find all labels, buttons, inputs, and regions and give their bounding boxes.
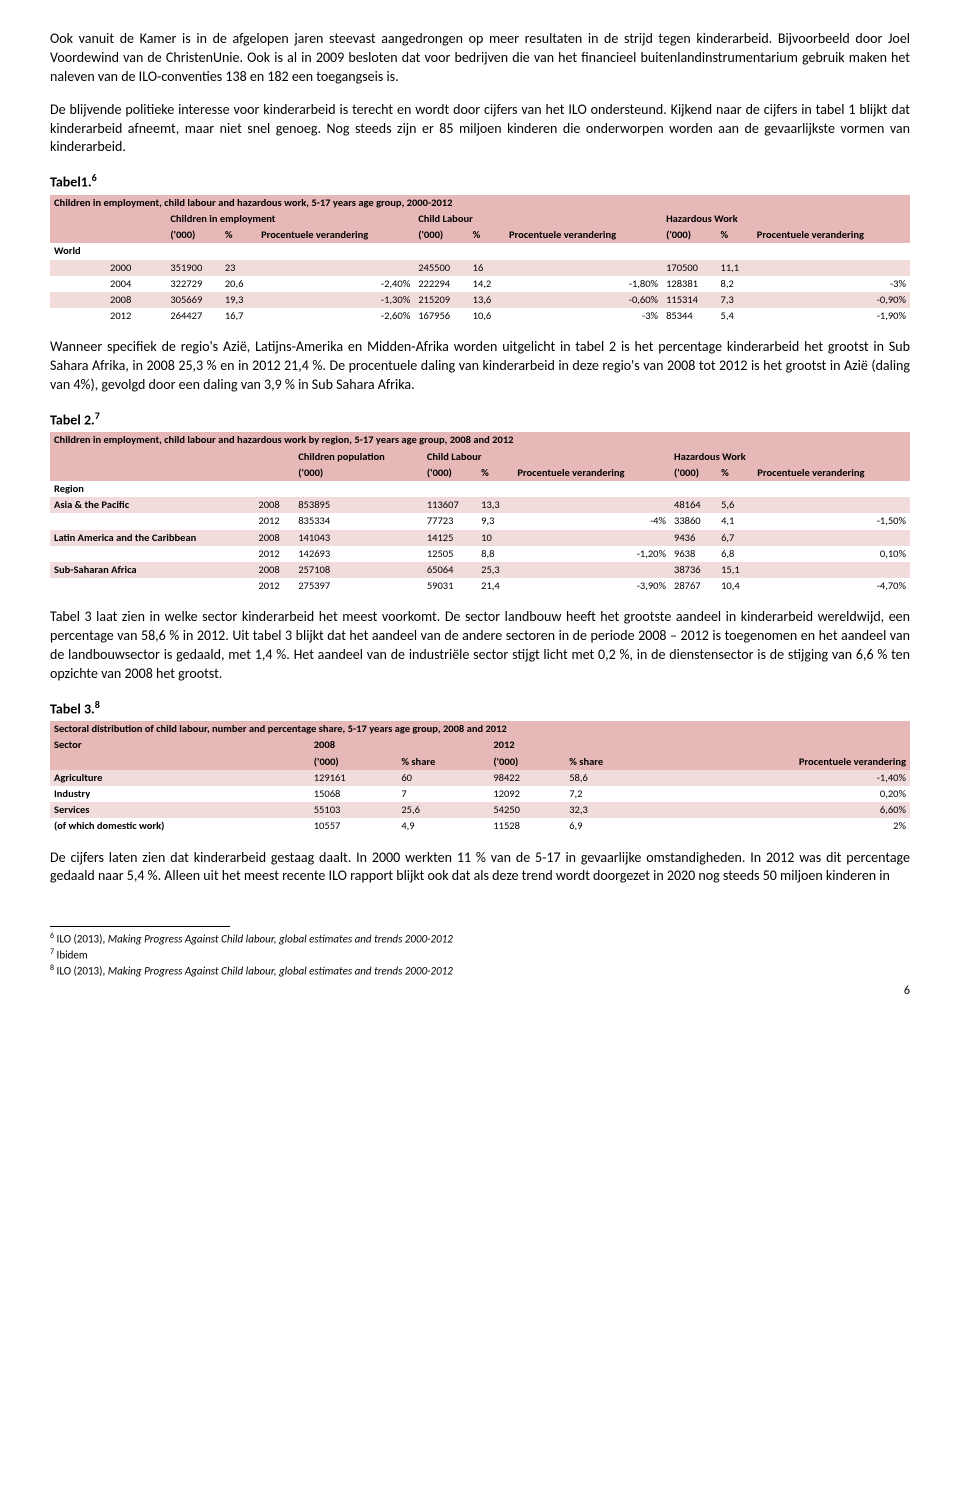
- t2-h-000b: ('000): [423, 465, 477, 481]
- fn8-i: Making Progress Against Child labour, gl…: [108, 965, 453, 978]
- t2-g1: Children population: [294, 449, 423, 465]
- table2-label: Tabel 2.7: [50, 409, 910, 431]
- table-2: Children in employment, child labour and…: [50, 432, 910, 594]
- page-number: 6: [50, 983, 910, 999]
- t2-h-000a: ('000): [294, 465, 423, 481]
- table1-label: Tabel1.6: [50, 171, 910, 193]
- t3-h-000b: ('000): [489, 754, 565, 770]
- t2-title: Children in employment, child labour and…: [50, 432, 910, 448]
- table-1: Children in employment, child labour and…: [50, 195, 910, 324]
- paragraph-1: Ook vanuit de Kamer is in de afgelopen j…: [50, 30, 910, 87]
- t2-g2: Child Labour: [423, 449, 670, 465]
- t1-h-000b: ('000): [414, 227, 468, 243]
- t1-h-pvc: Procentuele verandering: [753, 227, 910, 243]
- footnote-6: 6 ILO (2013), Making Progress Against Ch…: [50, 931, 910, 947]
- fn6-i: Making Progress Against Child labour, gl…: [108, 933, 453, 946]
- table-row: Sub-Saharan Africa20082571086506425,3387…: [50, 562, 910, 578]
- paragraph-2: De blijvende politieke interesse voor ki…: [50, 101, 910, 158]
- table-row: Agriculture129161609842258,6-1,40%: [50, 770, 910, 786]
- t1-h-pcta: %: [221, 227, 257, 243]
- t2-h-pvc: Procentuele verandering: [753, 465, 910, 481]
- table3-label-text: Tabel 3.: [50, 700, 95, 717]
- t1-title: Children in employment, child labour and…: [50, 195, 910, 211]
- paragraph-5: De cijfers laten zien dat kinderarbeid g…: [50, 849, 910, 887]
- t1-g1: Children in employment: [166, 211, 414, 227]
- t2-h-000c: ('000): [670, 465, 717, 481]
- t1-h-pctb: %: [469, 227, 505, 243]
- t2-h-pvb: Procentuele verandering: [513, 465, 670, 481]
- table-row: 2000351900232455001617050011,1: [50, 260, 910, 276]
- t3-h-shb: % share: [565, 754, 657, 770]
- table1-label-text: Tabel1.: [50, 174, 92, 191]
- t2-h-pctc: %: [717, 465, 753, 481]
- table3-label: Tabel 3.8: [50, 698, 910, 720]
- t3-h-000a: ('000): [310, 754, 398, 770]
- table-row: Asia & the Pacific200885389511360713,348…: [50, 497, 910, 513]
- fn8-a: ILO (2013),: [54, 965, 108, 978]
- t1-h-pctc: %: [717, 227, 753, 243]
- t3-y2012: 2012: [489, 737, 657, 753]
- t3-y2008: 2008: [310, 737, 490, 753]
- t3-sector: Sector: [50, 737, 310, 753]
- paragraph-4: Tabel 3 laat zien in welke sector kinder…: [50, 608, 910, 684]
- t1-h-pvb: Procentuele verandering: [505, 227, 662, 243]
- table-row: Services5510325,65425032,36,60%: [50, 802, 910, 818]
- table-row: 2012142693125058,8-1,20%96386,80,10%: [50, 546, 910, 562]
- t2-region: Region: [50, 481, 910, 497]
- table1-sup: 6: [92, 171, 97, 184]
- t2-h-pctb: %: [477, 465, 513, 481]
- t1-h-000c: ('000): [662, 227, 716, 243]
- table2-sup: 7: [95, 409, 100, 422]
- paragraph-3: Wanneer specifiek de regio's Azië, Latij…: [50, 338, 910, 395]
- t1-g2: Child Labour: [414, 211, 662, 227]
- fn6-a: ILO (2013),: [54, 933, 108, 946]
- table-row: 200830566919,3-1,30%21520913,6-0,60%1153…: [50, 292, 910, 308]
- table-row: 201226442716,7-2,60%16795610,6-3%853445,…: [50, 308, 910, 324]
- table2-label-text: Tabel 2.: [50, 412, 95, 429]
- t1-h-000a: ('000): [166, 227, 220, 243]
- footnote-8: 8 ILO (2013), Making Progress Against Ch…: [50, 963, 910, 979]
- t1-world: World: [50, 243, 910, 259]
- t3-h-sha: % share: [397, 754, 489, 770]
- table-row: (of which domestic work)105574,9115286,9…: [50, 818, 910, 834]
- table-3: Sectoral distribution of child labour, n…: [50, 721, 910, 834]
- table-row: 2012835334777239,3-4%338604,1-1,50%: [50, 513, 910, 529]
- t2-g3: Hazardous Work: [670, 449, 910, 465]
- table-row: Latin America and the Caribbean200814104…: [50, 530, 910, 546]
- table3-sup: 8: [95, 698, 100, 711]
- t3-title: Sectoral distribution of child labour, n…: [50, 721, 910, 737]
- t1-h-pva: Procentuele verandering: [257, 227, 414, 243]
- table-row: 20122753975903121,4-3,90%2876710,4-4,70%: [50, 578, 910, 594]
- t3-h-pv: Procentuele verandering: [657, 754, 910, 770]
- footnote-7: 7 Ibidem: [50, 947, 910, 963]
- table-row: Industry150687120927,20,20%: [50, 786, 910, 802]
- fn7-t: Ibidem: [54, 949, 88, 962]
- t1-g3: Hazardous Work: [662, 211, 910, 227]
- table-row: 200432272920,6-2,40%22229414,2-1,80%1283…: [50, 276, 910, 292]
